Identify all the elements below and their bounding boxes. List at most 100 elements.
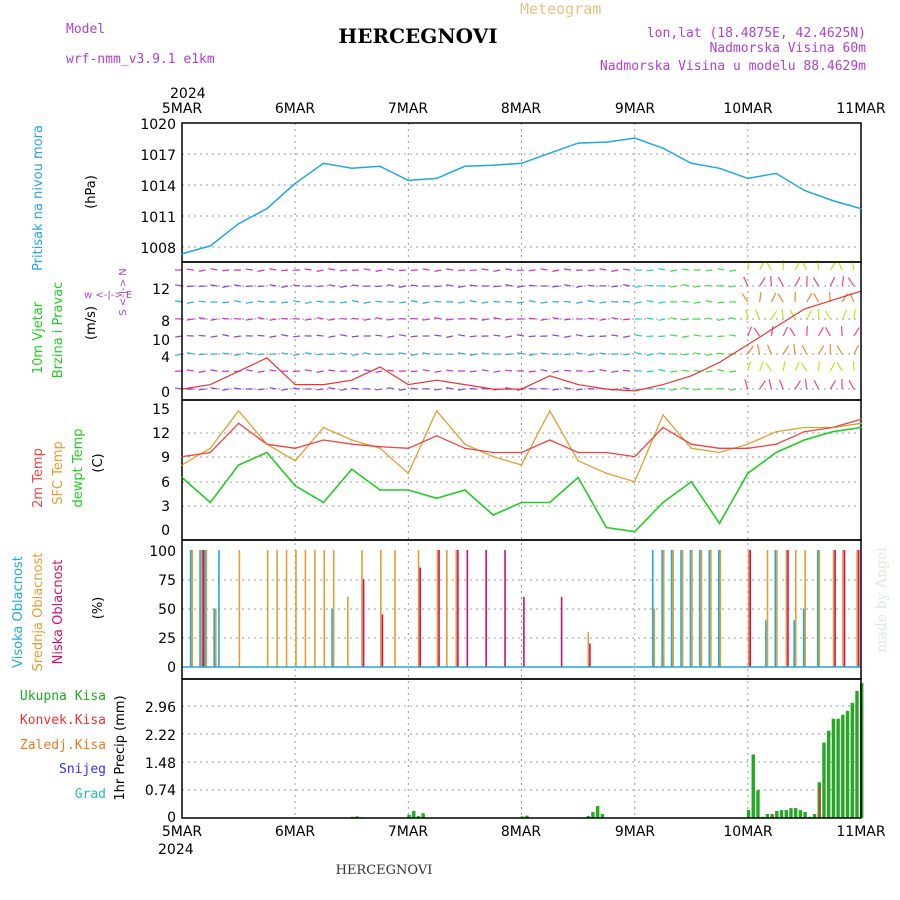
wind-arrow: [646, 300, 654, 303]
wind-arrow: [469, 335, 477, 338]
wind-arrow: [564, 284, 572, 287]
wind-arrow: [777, 293, 784, 303]
dewpt-point: [831, 430, 834, 433]
dewpt-point: [237, 464, 240, 466]
cloud-bar: [266, 550, 269, 667]
wind-arrow: [316, 370, 324, 373]
wind-arrow: [351, 353, 359, 356]
wind-arrow: [812, 277, 820, 287]
wind-arrow: [841, 276, 845, 287]
legend-snow: Snijeg: [59, 762, 106, 777]
sfc-temp-point: [747, 443, 749, 445]
pressure-tick-0: 1020: [140, 117, 176, 133]
cloud-bar: [589, 643, 591, 667]
cloud-bar: [816, 550, 819, 667]
precip-bar: [779, 810, 784, 818]
wind-arrow: [398, 334, 407, 337]
cloud-bar: [438, 550, 440, 667]
wind-arrow: [800, 362, 808, 372]
cloud-bar: [436, 550, 439, 667]
wind-arrow: [398, 285, 407, 288]
precip-panel: 2.96 2.22 1.48 0.74 0 1hr Precip (mm) Uk…: [20, 678, 864, 826]
sfc-temp-point: [548, 410, 551, 412]
wind-arrow: [245, 352, 253, 355]
wind-arrow: [658, 268, 666, 271]
wind-arrow: [493, 334, 501, 337]
wind-arrow: [210, 284, 218, 287]
pressure-panel: 1020 1017 1014 1011 1008 Pritisak na niv…: [31, 117, 862, 271]
wind-arrow: [210, 268, 218, 271]
cloud-bar: [689, 550, 692, 667]
wind-arrow: [281, 301, 289, 304]
wind-arrow: [747, 326, 752, 337]
precip-bar: [836, 718, 840, 818]
cloud-tick-0: 100: [149, 544, 176, 560]
wind-arrow: [292, 335, 300, 338]
wind-arrow: [222, 317, 230, 320]
precip-bar: [819, 786, 821, 818]
cloud-bar: [323, 550, 326, 667]
date-top-6: 11MAR: [836, 101, 885, 117]
precip-bar: [520, 816, 524, 818]
wind-arrow: [528, 317, 536, 320]
wind-tick-4: 10: [152, 333, 170, 349]
pressure-tick-1: 1017: [140, 148, 176, 164]
pressure-point: [775, 172, 777, 175]
wind-arrow: [747, 345, 754, 355]
dewpt-point: [690, 480, 693, 483]
dewpt-line: [181, 426, 862, 533]
wind-arrow: [552, 388, 560, 391]
wind-arrow: [269, 387, 277, 390]
wind-arrow: [563, 353, 572, 356]
cloud-tick-4: 0: [167, 660, 176, 676]
wind-arrow: [681, 369, 689, 372]
wind-arrow: [587, 370, 595, 373]
wind-arrow: [681, 300, 689, 303]
cloud-bar: [749, 550, 752, 667]
cloud-bar: [842, 550, 844, 667]
wind-arrow: [848, 380, 855, 390]
cloud-bar: [672, 550, 674, 667]
wind-arrow: [540, 369, 548, 372]
cloud-bar: [276, 550, 278, 667]
cloud-bar: [504, 550, 506, 667]
wind-arrow: [755, 309, 761, 320]
wind-arrow: [387, 284, 395, 287]
wind-arrow: [516, 285, 524, 288]
wind-arrow: [446, 369, 454, 372]
wind-arrow: [281, 334, 289, 337]
date-top-0: 5MAR: [162, 101, 203, 117]
cloud-bar: [653, 608, 656, 667]
sfc-temp-point: [803, 426, 806, 429]
dewpt-point: [860, 426, 862, 429]
wind-arrow: [505, 284, 513, 287]
wind-tick-1: 8: [161, 314, 170, 330]
sfc-temp-point: [605, 472, 608, 475]
temp-2m-point: [747, 447, 749, 450]
wind-arrow: [446, 284, 454, 287]
wind-arrow: [836, 345, 843, 355]
wind-arrow: [210, 369, 218, 372]
wind-arrow: [818, 326, 824, 337]
dewpt-point: [266, 451, 268, 454]
wind-arrow: [328, 369, 336, 372]
wind-arrow: [434, 317, 442, 320]
wind-compass-2: S <-|-> N: [118, 268, 129, 316]
wind-arrow: [693, 334, 701, 337]
wind-arrow: [806, 325, 808, 337]
precip-tick-0: 2.96: [145, 700, 176, 716]
precip-bar: [831, 718, 836, 818]
wind-arrow: [257, 370, 265, 373]
wind-arrow: [328, 284, 336, 287]
wind-arrow: [398, 352, 407, 355]
wind-arrow: [469, 353, 477, 356]
date-bottom-0: 5MAR: [162, 824, 203, 840]
cloud-bar: [774, 550, 777, 667]
wind-arrow: [634, 285, 642, 288]
wind-arrow: [269, 335, 277, 338]
wind-arrow: [552, 334, 560, 337]
wind-arrow: [292, 300, 300, 303]
wind-arrow: [257, 388, 265, 391]
wind-arrow: [375, 285, 383, 288]
